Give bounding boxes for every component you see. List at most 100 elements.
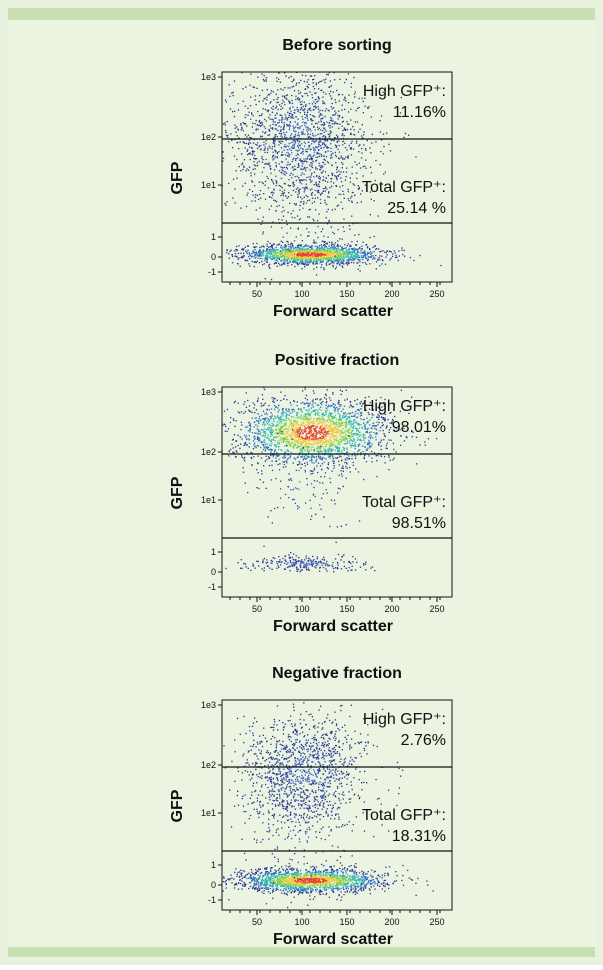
event-dot bbox=[232, 111, 233, 112]
event-dot bbox=[332, 261, 333, 262]
event-dot bbox=[298, 227, 299, 228]
event-dot bbox=[363, 134, 364, 135]
event-dot bbox=[324, 129, 325, 130]
event-dot bbox=[319, 420, 320, 421]
event-dot bbox=[260, 198, 261, 199]
event-dot bbox=[296, 421, 297, 422]
event-dot bbox=[272, 124, 273, 125]
event-dot bbox=[223, 158, 224, 159]
event-dot bbox=[306, 114, 307, 115]
event-dot bbox=[357, 241, 358, 242]
event-dot bbox=[329, 248, 330, 249]
event-dot bbox=[359, 163, 360, 164]
event-dot bbox=[279, 442, 280, 443]
event-dot bbox=[266, 417, 267, 418]
event-dot bbox=[267, 444, 268, 445]
event-dot bbox=[327, 253, 328, 254]
event-dot bbox=[354, 129, 355, 130]
event-dot bbox=[307, 413, 308, 414]
event-dot bbox=[313, 268, 314, 269]
event-dot bbox=[271, 119, 272, 120]
event-dot bbox=[272, 127, 273, 128]
event-dot bbox=[268, 187, 269, 188]
event-dot bbox=[294, 144, 295, 145]
event-dot bbox=[293, 80, 294, 81]
event-dot bbox=[357, 254, 358, 255]
event-dot bbox=[342, 239, 343, 240]
event-dot bbox=[333, 182, 334, 183]
event-dot bbox=[249, 431, 250, 432]
event-dot bbox=[358, 131, 359, 132]
event-dot bbox=[353, 428, 354, 429]
event-dot bbox=[367, 448, 368, 449]
event-dot bbox=[287, 197, 288, 198]
event-dot bbox=[310, 149, 311, 150]
event-dot bbox=[355, 254, 356, 255]
event-dot bbox=[263, 183, 264, 184]
event-dot bbox=[328, 122, 329, 123]
event-dot bbox=[385, 264, 386, 265]
event-dot bbox=[275, 210, 276, 211]
event-dot bbox=[275, 252, 276, 253]
event-dot bbox=[358, 252, 359, 253]
event-dot bbox=[284, 451, 285, 452]
event-dot bbox=[315, 437, 316, 438]
event-dot bbox=[276, 455, 277, 456]
event-dot bbox=[260, 224, 261, 225]
event-dot bbox=[310, 110, 311, 111]
event-dot bbox=[280, 186, 281, 187]
event-dot bbox=[330, 120, 331, 121]
event-dot bbox=[354, 400, 355, 401]
event-dot bbox=[306, 255, 307, 256]
event-dot bbox=[223, 124, 224, 125]
event-dot bbox=[295, 169, 296, 170]
event-dot bbox=[284, 124, 285, 125]
event-dot bbox=[282, 414, 283, 415]
event-dot bbox=[284, 246, 285, 247]
event-dot bbox=[394, 458, 395, 459]
event-dot bbox=[346, 390, 347, 391]
event-dot bbox=[307, 433, 308, 434]
event-dot bbox=[293, 186, 294, 187]
event-dot bbox=[333, 248, 334, 249]
event-dot bbox=[306, 478, 307, 479]
event-dot bbox=[242, 128, 243, 129]
event-dot bbox=[336, 246, 337, 247]
event-dot bbox=[314, 154, 315, 155]
event-dot bbox=[229, 96, 230, 97]
event-dot bbox=[341, 202, 342, 203]
event-dot bbox=[235, 401, 236, 402]
event-dot bbox=[385, 256, 386, 257]
event-dot bbox=[305, 161, 306, 162]
event-dot bbox=[247, 193, 248, 194]
event-dot bbox=[338, 194, 339, 195]
event-dot bbox=[329, 93, 330, 94]
event-dot bbox=[291, 250, 292, 251]
event-dot bbox=[247, 444, 248, 445]
event-dot bbox=[324, 244, 325, 245]
event-dot bbox=[281, 103, 282, 104]
event-dot bbox=[246, 452, 247, 453]
event-dot bbox=[335, 114, 336, 115]
event-dot bbox=[253, 169, 254, 170]
event-dot bbox=[224, 424, 225, 425]
event-dot bbox=[320, 194, 321, 195]
event-dot bbox=[265, 143, 266, 144]
event-dot bbox=[358, 234, 359, 235]
event-dot bbox=[314, 468, 315, 469]
event-dot bbox=[390, 460, 391, 461]
event-dot bbox=[297, 254, 298, 255]
event-dot bbox=[285, 117, 286, 118]
event-dot bbox=[303, 421, 304, 422]
event-dot bbox=[325, 202, 326, 203]
event-dot bbox=[263, 150, 264, 151]
event-dot bbox=[235, 253, 236, 254]
event-dot bbox=[254, 164, 255, 165]
event-dot bbox=[349, 440, 350, 441]
event-dot bbox=[272, 148, 273, 149]
event-dot bbox=[267, 260, 268, 261]
event-dot bbox=[348, 124, 349, 125]
event-dot bbox=[281, 241, 282, 242]
event-dot bbox=[307, 464, 308, 465]
event-dot bbox=[367, 260, 368, 261]
